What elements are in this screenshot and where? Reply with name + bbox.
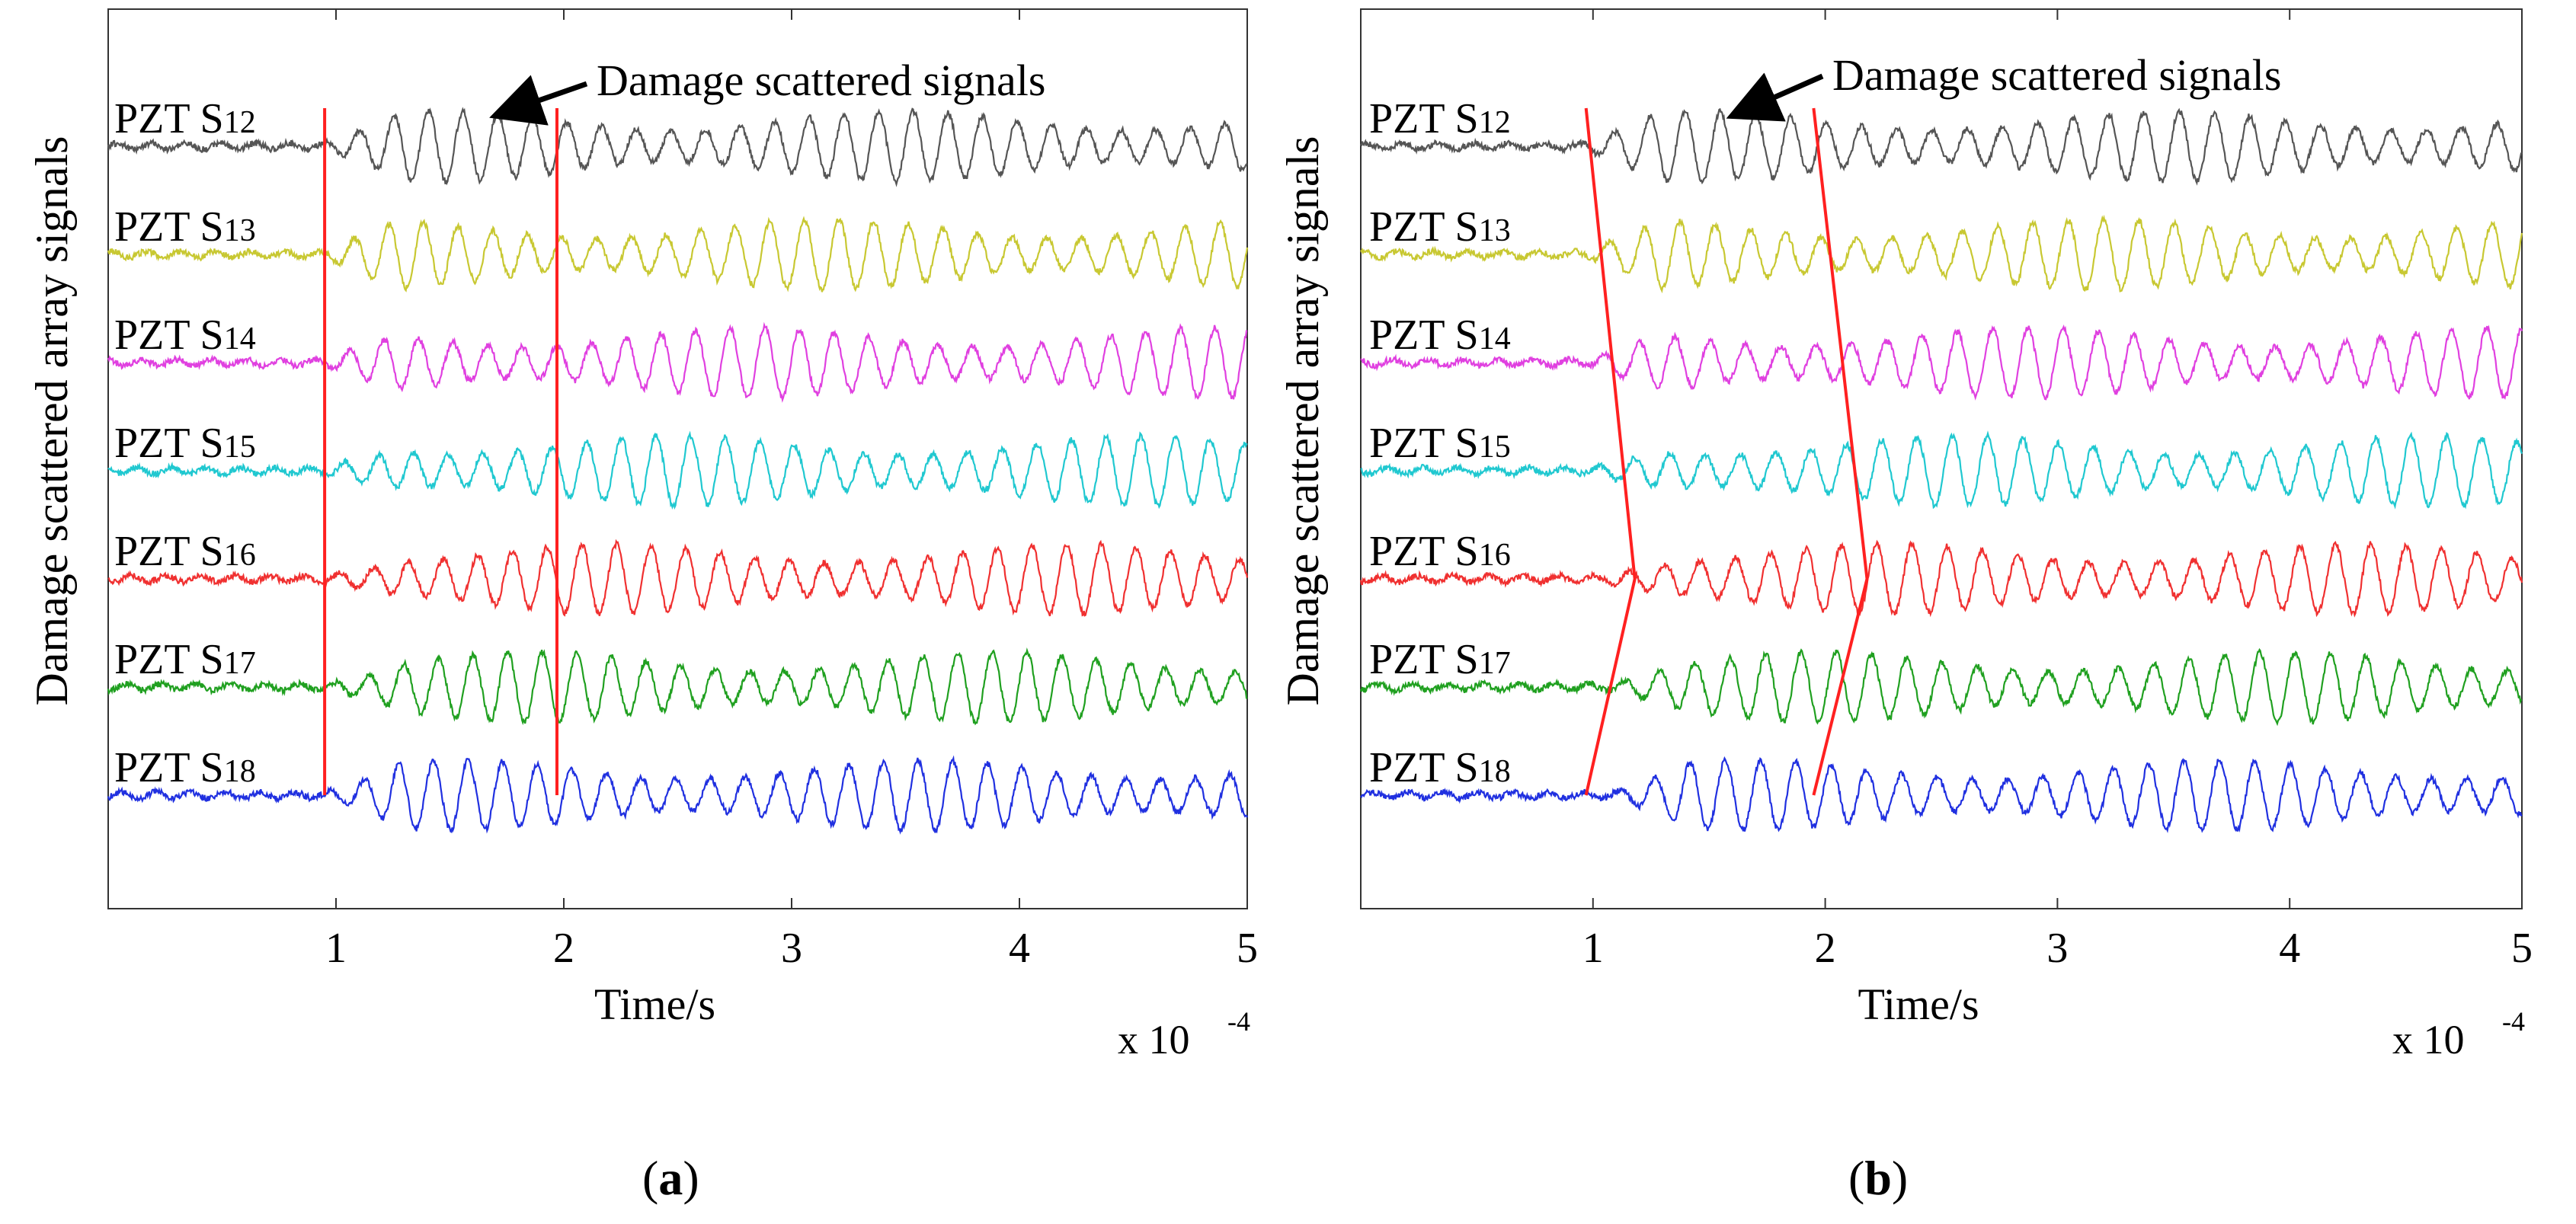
x-scale-exponent: -4 [1227, 1006, 1250, 1037]
annotation-text: Damage scattered signals [597, 56, 1045, 105]
x-tick-label: 5 [2511, 925, 2533, 972]
x-tick-label: 4 [1009, 925, 1030, 972]
chart-panel-a: 1 2 3 4 5 Time/s x 10 -4 Damage scattered array … [27, 8, 1258, 1063]
series-label-s18: PZT S18 [1369, 744, 1511, 791]
series-label-s15: PZT S15 [114, 420, 256, 467]
x-tick-label: 3 [781, 925, 802, 972]
x-scale-exponent: -4 [2502, 1006, 2525, 1037]
series-label-s13: PZT S13 [114, 203, 256, 251]
series-line-s17 [1359, 647, 2523, 727]
series-label-s12: PZT S12 [1369, 95, 1511, 142]
arrival-marker-2 [1812, 107, 1869, 796]
x-tick-label: 1 [1582, 925, 1604, 972]
series-line-s15 [1360, 430, 2523, 510]
plot-frame [1360, 8, 2523, 909]
x-axis-label: Time/s [1858, 980, 1979, 1029]
series-label-s17: PZT S17 [114, 636, 256, 683]
x-tick-label: 2 [1815, 925, 1836, 972]
series-line-s13 [1360, 214, 2523, 294]
series-line-s17 [107, 647, 1248, 726]
series-label-s12: PZT S12 [114, 95, 256, 142]
x-tick-label: 5 [1237, 925, 1258, 972]
series-label-s14: PZT S14 [1369, 312, 1511, 359]
chart-panel-b: 1 2 3 4 5 Time/s x 10 -4 Damage scattered array … [1278, 8, 2533, 1063]
series-line-s12 [107, 107, 1248, 187]
plot-frame [107, 8, 1248, 909]
series-label-s15: PZT S15 [1369, 420, 1511, 467]
annotation-arrow [1726, 72, 1824, 122]
x-tick-label: 2 [553, 925, 574, 972]
x-tick-label: 1 [325, 925, 347, 972]
series-label-s18: PZT S18 [114, 744, 256, 791]
series-line-s15 [107, 430, 1248, 510]
series-line-s14 [1360, 324, 2523, 401]
series-label-s16: PZT S16 [114, 528, 256, 575]
series-label-s13: PZT S13 [1369, 203, 1511, 251]
arrival-marker-1 [1584, 107, 1637, 796]
x-tick-label: 3 [2046, 925, 2068, 972]
series-line-s18 [107, 755, 1248, 835]
y-axis-label: Damage scattered array signals [1278, 136, 1328, 706]
annotation-text: Damage scattered signals [1832, 50, 2281, 100]
x-scale-label: x 10 [1118, 1017, 1190, 1063]
x-scale-label: x 10 [2392, 1017, 2465, 1063]
series-label-s17: PZT S17 [1369, 636, 1511, 683]
series-label-s16: PZT S16 [1369, 528, 1511, 575]
panel-caption-a: (a) [642, 1151, 699, 1205]
series-line-s16 [1359, 539, 2523, 618]
annotation-arrow [489, 75, 588, 126]
series-line-s13 [107, 216, 1249, 292]
panel-caption-b: (b) [1848, 1151, 1909, 1205]
series-line-s18 [1360, 756, 2523, 833]
x-axis-label: Time/s [594, 980, 715, 1029]
series-line-s16 [107, 538, 1249, 617]
series-line-s12 [1359, 107, 2523, 186]
x-tick-label: 4 [2279, 925, 2300, 972]
series-label-s14: PZT S14 [114, 312, 256, 359]
series-line-s14 [107, 321, 1248, 403]
y-axis-label: Damage scattered array signals [27, 136, 77, 706]
